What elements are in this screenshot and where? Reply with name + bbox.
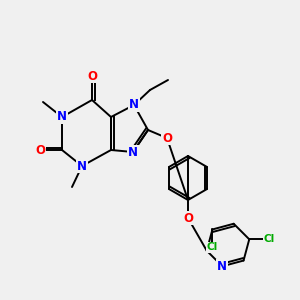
Text: N: N — [217, 260, 227, 273]
Text: O: O — [162, 131, 172, 145]
Text: Cl: Cl — [207, 242, 218, 252]
Text: N: N — [129, 98, 139, 112]
Text: N: N — [128, 146, 138, 158]
Text: O: O — [35, 143, 45, 157]
Text: O: O — [87, 70, 97, 83]
Text: O: O — [183, 212, 193, 224]
Text: N: N — [57, 110, 67, 124]
Text: Cl: Cl — [264, 234, 275, 244]
Text: N: N — [77, 160, 87, 172]
